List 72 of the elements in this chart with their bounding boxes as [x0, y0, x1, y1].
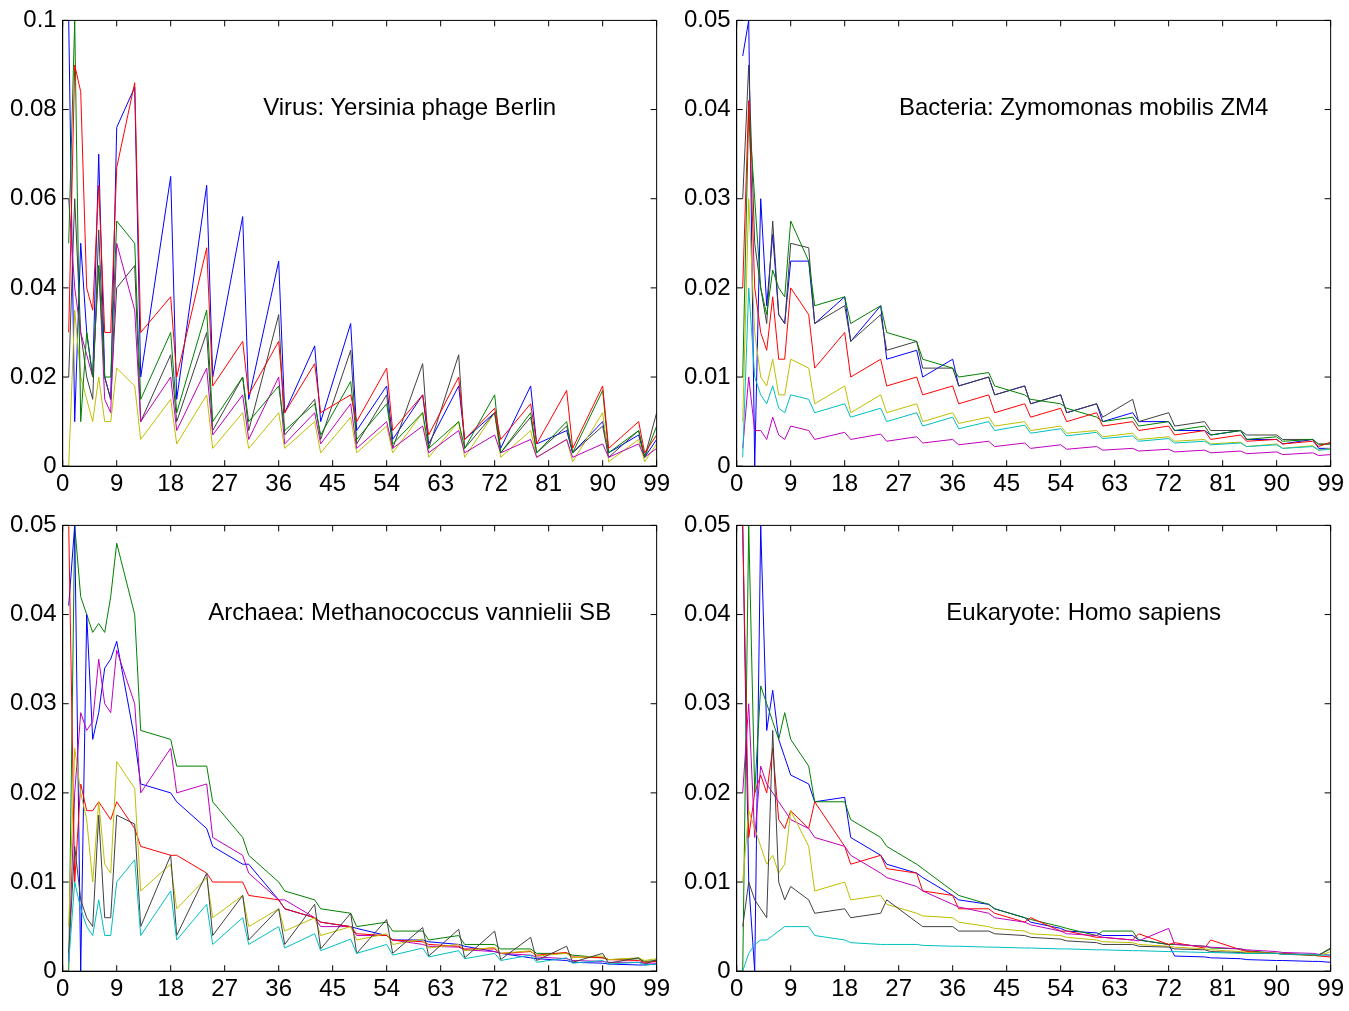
x-tick-label: 45 [993, 469, 1021, 497]
x-tick-label: 18 [831, 974, 859, 1002]
y-tick-label: 0.05 [9, 510, 57, 538]
x-tick-label: 9 [110, 469, 124, 497]
y-tick-label: 0 [717, 450, 731, 478]
x-tick-label: 27 [211, 974, 239, 1002]
x-tick-label: 90 [1263, 974, 1291, 1002]
y-tick-label: 0.05 [683, 510, 731, 538]
x-tick-label: 72 [481, 974, 509, 1002]
annotation: Archaea: Methanococcus vannielii SB [208, 598, 612, 626]
x-tick-label: 72 [1155, 469, 1183, 497]
x-tick-label: 9 [784, 469, 798, 497]
y-tick-label: 0.01 [683, 866, 731, 894]
x-tick-label: 45 [319, 469, 347, 497]
y-tick-label: 0.08 [9, 94, 57, 122]
x-tick-label: 18 [831, 469, 859, 497]
x-tick-label: 18 [157, 974, 185, 1002]
x-tick-label: 63 [427, 974, 455, 1002]
annotation: Virus: Yersinia phage Berlin [263, 93, 557, 121]
x-tick-label: 45 [993, 974, 1021, 1002]
y-tick-label: 0.03 [9, 688, 57, 716]
x-tick-label: 63 [427, 469, 455, 497]
y-tick-label: 0 [43, 450, 57, 478]
x-tick-label: 45 [319, 974, 347, 1002]
y-tick-label: 0.02 [683, 777, 731, 805]
x-tick-label: 18 [157, 469, 185, 497]
x-tick-label: 9 [784, 974, 798, 1002]
y-tick-label: 0.04 [9, 272, 57, 300]
x-tick-label: 90 [589, 469, 617, 497]
x-tick-label: 72 [481, 469, 509, 497]
x-tick-label: 90 [1263, 469, 1291, 497]
y-tick-label: 0.1 [23, 5, 57, 33]
x-tick-label: 36 [265, 974, 293, 1002]
y-tick-label: 0.03 [683, 688, 731, 716]
annotation: Eukaryote: Homo sapiens [946, 598, 1222, 626]
y-tick-label: 0.06 [9, 183, 57, 211]
y-tick-label: 0.04 [683, 94, 731, 122]
y-tick-label: 0 [717, 955, 731, 983]
x-tick-label: 54 [1047, 469, 1075, 497]
x-tick-label: 9 [110, 974, 124, 1002]
y-tick-label: 0.04 [683, 599, 731, 627]
x-tick-label: 81 [1209, 974, 1237, 1002]
y-tick-label: 0 [43, 955, 57, 983]
x-tick-label: 54 [373, 469, 401, 497]
x-tick-label: 27 [885, 469, 913, 497]
y-tick-label: 0.02 [9, 361, 57, 389]
x-tick-label: 36 [939, 469, 967, 497]
y-tick-label: 0.02 [9, 777, 57, 805]
annotation: Bacteria: Zymomonas mobilis ZM4 [898, 93, 1269, 121]
x-tick-label: 81 [535, 469, 563, 497]
y-tick-label: 0.01 [683, 361, 731, 389]
x-tick-label: 99 [1317, 469, 1344, 497]
x-tick-label: 27 [211, 469, 239, 497]
x-tick-label: 36 [265, 469, 293, 497]
x-tick-label: 81 [535, 974, 563, 1002]
y-tick-label: 0.01 [9, 866, 57, 894]
x-tick-label: 63 [1101, 469, 1129, 497]
x-tick-label: 99 [643, 469, 670, 497]
y-tick-label: 0.03 [683, 183, 731, 211]
x-tick-label: 99 [643, 974, 670, 1002]
x-tick-label: 81 [1209, 469, 1237, 497]
x-tick-label: 27 [885, 974, 913, 1002]
x-tick-label: 36 [939, 974, 967, 1002]
x-tick-label: 54 [1047, 974, 1075, 1002]
y-tick-label: 0.05 [683, 5, 731, 33]
y-tick-label: 0.04 [9, 599, 57, 627]
x-tick-label: 54 [373, 974, 401, 1002]
y-tick-label: 0.02 [683, 272, 731, 300]
x-tick-label: 63 [1101, 974, 1129, 1002]
x-tick-label: 90 [589, 974, 617, 1002]
x-tick-label: 72 [1155, 974, 1183, 1002]
x-tick-label: 99 [1317, 974, 1344, 1002]
